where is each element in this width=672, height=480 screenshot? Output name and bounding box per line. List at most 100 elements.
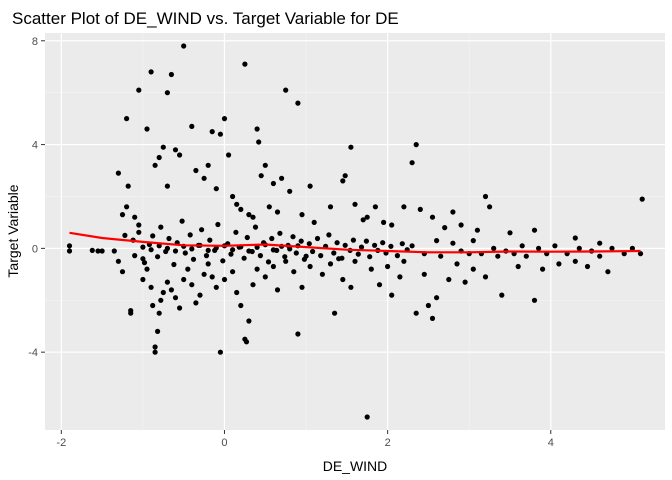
data-point xyxy=(367,254,373,260)
data-point xyxy=(350,237,356,243)
data-point xyxy=(150,302,156,309)
data-point xyxy=(124,204,130,210)
data-point xyxy=(515,263,521,270)
data-point xyxy=(306,241,312,247)
data-point xyxy=(254,244,260,250)
data-point xyxy=(132,253,138,259)
data-point xyxy=(372,204,378,210)
data-point xyxy=(531,297,538,303)
data-point xyxy=(342,173,348,179)
y-tick-label: 4 xyxy=(32,140,38,152)
data-point xyxy=(160,289,166,296)
data-point xyxy=(254,266,260,272)
data-point xyxy=(413,310,419,316)
data-point xyxy=(290,234,296,240)
data-point xyxy=(388,243,394,249)
chart-title: Scatter Plot of DE_WIND vs. Target Varia… xyxy=(12,9,399,28)
data-point xyxy=(257,253,263,259)
data-point xyxy=(287,188,293,194)
data-point xyxy=(279,175,285,181)
y-axis-ticks: -4 0 4 8 xyxy=(28,36,45,359)
data-point xyxy=(189,246,195,252)
data-point xyxy=(413,142,419,148)
data-point xyxy=(274,287,281,293)
data-point xyxy=(301,256,307,262)
data-point xyxy=(213,186,219,192)
y-axis-label: Target Variable xyxy=(5,184,21,277)
data-point xyxy=(205,247,211,253)
data-point xyxy=(429,315,436,321)
data-point xyxy=(152,349,158,355)
data-point xyxy=(358,244,365,250)
data-point xyxy=(409,160,415,166)
data-point xyxy=(283,87,289,93)
data-point xyxy=(201,175,207,181)
data-point xyxy=(417,206,423,212)
data-point xyxy=(314,235,321,242)
data-point xyxy=(230,193,236,200)
data-point xyxy=(152,344,158,350)
data-point xyxy=(450,209,456,215)
data-point xyxy=(340,178,346,184)
data-point xyxy=(164,90,170,96)
data-point xyxy=(274,209,281,215)
data-point xyxy=(140,244,146,250)
data-point xyxy=(158,224,164,230)
data-point xyxy=(136,87,142,93)
data-point xyxy=(119,212,126,218)
data-point xyxy=(348,144,354,150)
data-point xyxy=(462,279,468,285)
data-point xyxy=(380,240,386,246)
data-point xyxy=(182,250,188,256)
data-point xyxy=(491,245,497,251)
data-point xyxy=(115,170,121,176)
data-point xyxy=(132,214,138,220)
data-point xyxy=(319,271,325,277)
data-point xyxy=(230,269,236,275)
data-point xyxy=(148,69,154,75)
data-point xyxy=(266,204,272,210)
data-point xyxy=(326,232,332,238)
data-point xyxy=(265,259,272,265)
data-point xyxy=(209,274,215,280)
data-point xyxy=(217,131,223,137)
data-point xyxy=(287,246,293,252)
data-point xyxy=(438,253,444,259)
data-point xyxy=(621,251,627,257)
x-tick-label: 0 xyxy=(221,437,227,449)
data-point xyxy=(470,266,476,272)
data-point xyxy=(282,254,288,260)
data-point xyxy=(140,256,146,262)
data-point xyxy=(141,260,148,266)
data-point xyxy=(193,300,199,306)
data-point xyxy=(376,282,383,288)
data-point xyxy=(331,250,337,256)
data-point xyxy=(352,201,358,207)
data-point xyxy=(244,234,250,241)
data-point xyxy=(556,261,562,267)
plot-panel xyxy=(45,33,665,430)
data-point xyxy=(348,284,354,290)
data-point xyxy=(372,242,378,248)
data-point xyxy=(230,247,236,253)
data-point xyxy=(207,237,213,243)
data-point xyxy=(552,243,558,249)
data-point xyxy=(446,276,452,283)
data-point xyxy=(228,251,234,257)
data-point xyxy=(136,229,142,235)
data-point xyxy=(389,292,395,298)
data-point xyxy=(523,253,529,259)
data-point xyxy=(270,247,276,253)
data-point xyxy=(136,222,142,228)
data-point xyxy=(295,331,301,337)
data-point xyxy=(307,263,313,270)
data-point xyxy=(637,251,644,257)
data-point xyxy=(340,276,346,283)
data-point xyxy=(394,253,400,259)
data-point xyxy=(238,206,244,212)
data-point xyxy=(299,284,305,290)
data-point xyxy=(311,219,317,225)
data-point xyxy=(242,61,248,67)
data-point xyxy=(189,123,195,129)
data-point xyxy=(421,271,427,277)
